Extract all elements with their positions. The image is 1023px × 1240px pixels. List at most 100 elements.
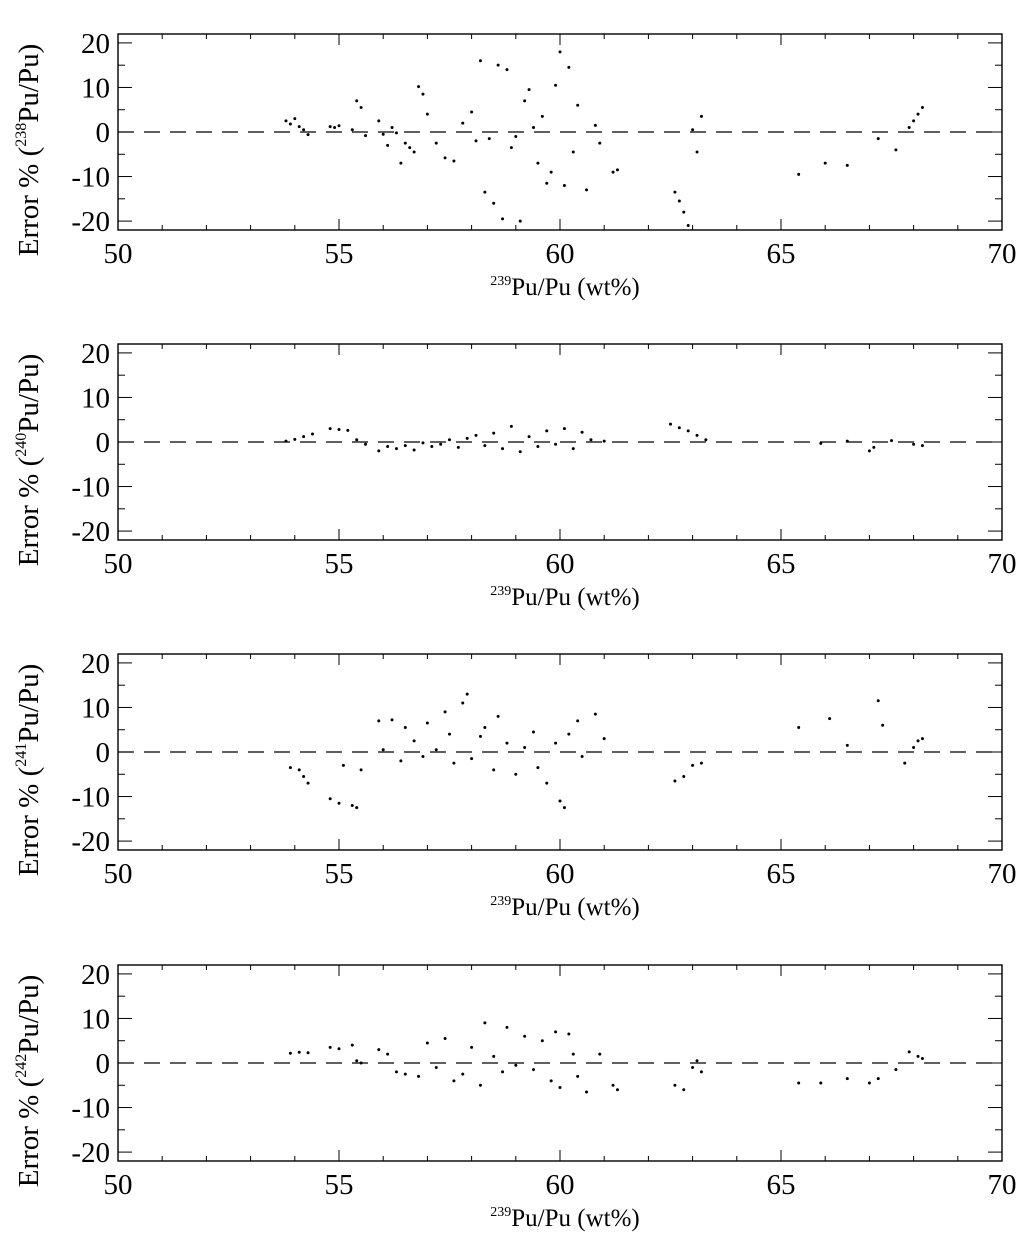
data-point [845,439,849,443]
data-point [549,170,553,174]
x-tick-label: 65 [767,548,796,580]
x-tick-label: 65 [767,238,796,270]
y-axis-label-superscript: 242 [13,1054,30,1078]
data-point [523,99,527,103]
data-point [823,161,827,165]
data-point [403,726,407,729]
scatter-series [288,692,924,810]
y-axis-label: Error % (238Pu/Pu) [13,44,45,257]
data-point [554,741,558,745]
panel-4: 50 55 60 65 70 -20 -10 0 10 20 239Pu/Pu (wt%) Error… [13,959,1017,1232]
data-point [465,692,469,696]
data-point [302,775,306,778]
data-point [673,779,677,783]
data-point [691,1065,695,1069]
data-point [452,1079,456,1083]
data-point [686,224,690,228]
panel-3: 50 55 60 65 70 -20 -10 0 10 20 239Pu/Pu (wt%) Error… [13,648,1017,921]
data-point [558,1086,562,1089]
data-point [669,422,672,426]
data-point [350,803,354,807]
data-point [399,161,403,165]
data-point [589,438,593,442]
data-point [478,734,482,738]
x-axis-label-superscript: 239 [490,584,511,599]
data-point [890,439,893,443]
data-point [501,1070,505,1074]
data-point [876,1077,880,1081]
data-point [695,433,699,437]
data-point [677,199,681,203]
data-point [598,141,602,145]
x-tick-label: 50 [104,548,133,580]
data-point [540,1039,544,1043]
data-point [501,217,505,221]
data-point [496,714,500,718]
data-point [483,726,487,729]
data-point [509,424,513,428]
x-axis-label: 239Pu/Pu (wt%) [490,894,639,921]
x-tick-label: 60 [546,548,575,580]
y-tick-label: 20 [81,28,110,60]
data-point [293,117,297,121]
data-point [394,1070,398,1074]
x-tick-label: 55 [325,238,354,270]
data-point [386,1052,390,1056]
y-tick-label: 20 [81,338,110,370]
data-point [797,172,801,176]
data-point [461,1072,465,1076]
data-point [585,1090,589,1094]
data-point [907,1050,911,1054]
y-tick-label: -20 [71,1137,110,1169]
data-point [288,1051,292,1055]
data-point [903,761,907,765]
x-axis-label-text: Pu/Pu (wt%) [511,1205,639,1232]
data-point [699,1070,703,1074]
data-point [585,188,589,192]
x-tick-label: 55 [325,858,354,890]
data-point [527,435,531,439]
x-axis-label-superscript: 239 [490,1205,511,1220]
data-point [470,110,474,114]
data-point [514,1063,518,1067]
data-point [474,139,478,143]
data-point [403,1072,407,1076]
data-point [828,717,832,721]
data-point [580,754,584,758]
data-point [562,183,566,187]
x-tick-label: 55 [325,548,354,580]
data-point [328,427,332,431]
data-point [536,444,540,448]
x-tick-label: 50 [104,1169,133,1201]
data-point [421,754,425,758]
data-point [465,436,469,440]
y-tick-label: -20 [71,516,110,548]
data-point [310,432,314,436]
data-point [492,768,496,772]
y-tick-label: 10 [81,382,110,414]
data-point [518,219,522,223]
data-point [602,737,606,741]
data-point [434,748,438,752]
y-axis-label: Error % (242Pu/Pu) [13,975,45,1188]
data-point [912,746,916,750]
data-point [288,122,292,126]
data-point [912,442,916,446]
data-point [545,181,549,185]
data-point [412,150,416,154]
data-point [403,444,407,448]
data-point [576,103,580,107]
data-point [364,134,368,138]
data-point [284,439,288,443]
data-point [615,168,619,172]
data-point [554,1030,558,1034]
x-tick-label: 60 [546,1169,575,1201]
data-point [430,444,434,448]
y-axis-label: Error % (241Pu/Pu) [13,664,45,877]
data-point [845,743,849,747]
x-axis-label: 239Pu/Pu (wt%) [490,1205,639,1232]
data-point [412,739,416,743]
data-point [545,781,549,785]
data-point [390,126,394,130]
data-point [514,772,518,776]
